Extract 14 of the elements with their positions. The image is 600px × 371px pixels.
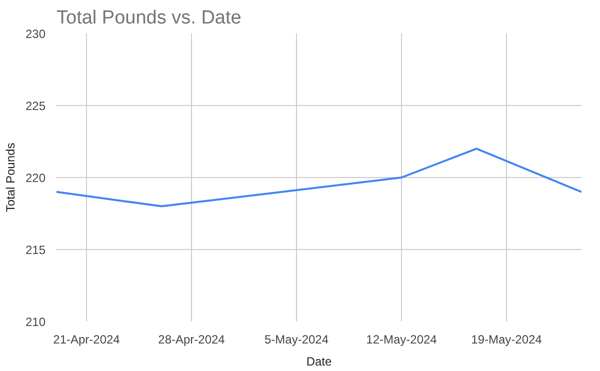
y-axis-title: Total Pounds [3,142,18,212]
y-tick-label: 215 [25,243,46,257]
x-tick-label: 19-May-2024 [471,332,542,346]
x-tick-label: 28-Apr-2024 [158,332,226,346]
y-tick-label: 225 [25,99,46,113]
line-series [56,148,582,208]
x-tick-label: 5-May-2024 [264,332,329,346]
x-tick-label: 21-Apr-2024 [53,332,120,346]
y-tick-label: 220 [25,171,46,185]
x-tick-label: 12-May-2024 [366,332,438,346]
y-tick-label: 210 [25,315,46,329]
chart-title: Total Pounds vs. Date [56,8,242,28]
y-tick-label: 230 [25,27,46,41]
x-axis-title: Date [306,354,332,368]
